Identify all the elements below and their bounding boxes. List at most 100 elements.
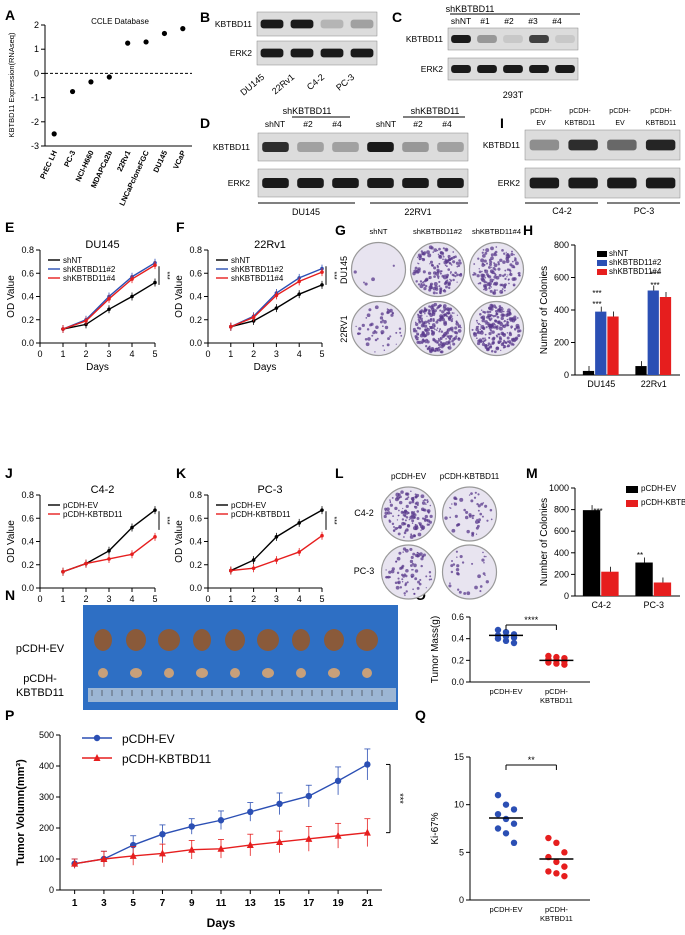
blot-c-row-label: ERK2: [421, 64, 443, 74]
plates-g-colony: [439, 348, 441, 351]
chart-p-xlabel: Days: [207, 916, 236, 930]
chart-f-point: [320, 283, 324, 287]
chart-m-bar: [653, 582, 672, 596]
plates-g-colony: [448, 261, 451, 265]
plates-g-colony: [438, 285, 441, 288]
plates-g-colony: [436, 327, 439, 329]
plates-g-colony: [450, 272, 452, 275]
plates-l-colony: [390, 569, 395, 574]
plates-g-colony: [429, 260, 434, 264]
blot-d-lane-label: #2: [413, 119, 423, 129]
chart-h-y-tick-label: 600: [554, 273, 569, 283]
chart-e-legend-label: shNT: [63, 256, 82, 265]
plates-l-colony: [389, 500, 391, 502]
plates-g-colony: [499, 337, 503, 341]
tumor-ev: [356, 629, 378, 651]
blot-d-band: [332, 141, 359, 153]
plates-g-colony: [419, 284, 424, 289]
chart-p-y-tick-label: 200: [39, 823, 54, 833]
chart-p-y-tick-label: 0: [49, 885, 54, 895]
plates-l-colony: [482, 502, 485, 504]
plates-l-colony: [420, 564, 423, 568]
chart-p-legend-label: pCDH-KBTBD11: [122, 752, 211, 766]
plates-g-colony: [511, 316, 515, 321]
plates-g-colony: [372, 331, 376, 335]
plates-g-colony: [497, 263, 501, 266]
plates-l-colony: [411, 562, 414, 565]
plates-g-colony: [452, 251, 455, 253]
blot-c-row-label: KBTBD11: [406, 34, 443, 44]
chart-m-bar: [635, 562, 653, 596]
plates-l-colony: [410, 555, 414, 560]
plates-g-colony: [486, 273, 489, 276]
chart-m-y-tick-label: 600: [554, 526, 569, 536]
plates-g-colony: [489, 303, 494, 308]
plates-g-colony: [456, 314, 459, 316]
blot-i-band: [529, 139, 560, 151]
chart-k-point: [297, 521, 302, 525]
plates-l-colony: [425, 575, 428, 578]
plates-g-colony: [449, 327, 452, 329]
plates-g-colony: [443, 309, 446, 312]
blot-i-row-label: KBTBD11: [483, 140, 520, 150]
chart-o-point: [502, 637, 510, 645]
panel-letter-k: K: [176, 465, 186, 481]
plates-g-colony: [439, 314, 443, 319]
plates-l-colony: [397, 514, 400, 517]
chart-f-y-tick-label: 0.6: [189, 268, 202, 278]
chart-a-point: [51, 131, 57, 137]
plates-l-colony: [428, 578, 431, 581]
chart-q-point: [553, 870, 560, 877]
plates-l-colony: [458, 590, 462, 594]
plates-g-colony: [491, 340, 496, 345]
plates-l-col-label: pCDH-EV: [391, 472, 427, 481]
plates-l-colony: [393, 530, 395, 532]
plates-l-colony: [466, 529, 470, 534]
blot-c-band: [529, 35, 549, 43]
chart-f-point: [320, 270, 324, 274]
plates-g-colony: [511, 277, 516, 281]
blot-d-lane-label: shNT: [265, 119, 285, 129]
plates-l-colony: [455, 550, 458, 553]
plates-l-colony: [425, 518, 429, 522]
plates-l-colony: [385, 576, 387, 579]
plates-g-colony: [417, 262, 419, 264]
plates-l-colony: [475, 526, 479, 530]
plates-l-colony: [400, 490, 404, 494]
plates-l-colony: [404, 498, 407, 501]
plates-g-colony: [425, 331, 430, 336]
plates-g-colony: [498, 273, 502, 277]
plates-l-row-label: C4-2: [354, 508, 374, 518]
plates-l-colony: [394, 506, 398, 511]
chart-h-sig-label: ***: [592, 300, 601, 309]
chart-p-ylabel: Tumor Volumn(mm³): [15, 759, 27, 866]
plates-l-colony: [456, 556, 458, 558]
plates-g-colony: [381, 325, 384, 328]
plates-g-colony: [500, 349, 502, 351]
blot-d-row-label: KBTBD11: [213, 142, 250, 152]
plates-g-colony: [487, 265, 491, 269]
plates-g-colony: [511, 260, 514, 263]
plates-g-colony: [489, 289, 493, 293]
blot-d-band: [332, 177, 359, 189]
blot-d-band: [262, 177, 289, 189]
plates-g-colony: [498, 307, 501, 310]
plates-g-colony: [414, 266, 418, 270]
plates-g-colony: [500, 313, 505, 318]
chart-p-x-tick-label: 7: [160, 898, 166, 909]
plates-g-colony: [445, 338, 447, 340]
tumor-ev: [158, 629, 180, 651]
tumor-photo-row-label: pCDH-: [23, 673, 57, 685]
panel-letter-l: L: [335, 465, 344, 481]
chart-p-point: [188, 845, 196, 853]
plates-l-colony: [395, 492, 400, 497]
chart-f-x-tick-label: 2: [251, 349, 256, 359]
plates-g-colony: [499, 258, 503, 262]
blot-d-band: [437, 177, 464, 189]
plates-g-colony: [476, 341, 481, 346]
plates-g-colony: [515, 339, 517, 342]
plates-g-colony: [515, 326, 518, 329]
blot-b-lane-label: PC-3: [334, 72, 356, 93]
plates-g-colony: [433, 302, 438, 307]
